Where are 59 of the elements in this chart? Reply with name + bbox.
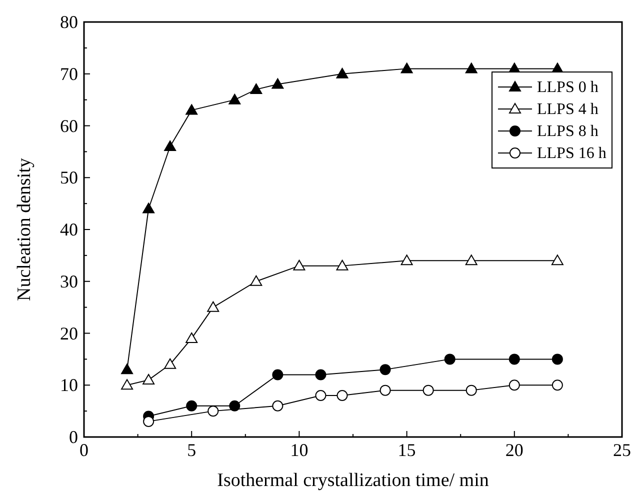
point	[121, 364, 134, 374]
point	[336, 260, 348, 270]
y-tick-label: 70	[60, 64, 78, 84]
y-tick-label: 10	[60, 375, 78, 396]
point	[272, 369, 284, 380]
point	[186, 332, 198, 343]
point	[250, 275, 262, 286]
legend-label: LLPS 4 h	[537, 101, 598, 118]
point	[508, 354, 520, 365]
y-tick-label: 80	[60, 12, 78, 32]
point	[143, 416, 154, 427]
y-tick-label: 50	[60, 168, 78, 188]
y-tick-label: 40	[60, 220, 78, 240]
y-tick-label: 20	[60, 323, 78, 344]
point	[465, 62, 478, 74]
point	[208, 406, 219, 417]
x-tick-label: 10	[290, 440, 308, 460]
x-tick-label: 5	[187, 440, 196, 460]
y-tick-label: 60	[60, 116, 78, 136]
x-tick-label: 15	[398, 440, 416, 460]
point	[229, 400, 240, 412]
y-axis-title: Nucleation density	[14, 158, 35, 301]
point	[552, 380, 563, 391]
point	[250, 83, 262, 94]
point	[444, 354, 456, 365]
point	[552, 354, 563, 365]
point	[380, 364, 391, 376]
point	[142, 374, 155, 384]
point	[186, 104, 198, 115]
x-axis-title: Isothermal crystallization time/ min	[217, 470, 490, 491]
point	[228, 94, 241, 104]
point	[315, 369, 326, 380]
point	[400, 254, 413, 266]
point	[465, 254, 478, 266]
point	[142, 202, 155, 214]
point	[336, 68, 348, 78]
point	[207, 301, 220, 312]
legend-label: LLPS 8 h	[537, 123, 598, 140]
point	[400, 62, 413, 74]
point	[508, 380, 520, 391]
point	[121, 379, 134, 390]
legend-label: LLPS 16 h	[537, 145, 606, 162]
y-tick-label: 0	[69, 427, 78, 447]
point	[164, 140, 176, 151]
point	[315, 390, 326, 401]
point	[164, 358, 176, 369]
point	[380, 384, 391, 396]
point	[466, 384, 477, 396]
point	[336, 390, 348, 401]
point	[272, 400, 284, 412]
point	[272, 78, 284, 89]
y-tick-label: 30	[60, 271, 78, 292]
point	[293, 260, 306, 270]
x-tick-label: 25	[613, 440, 631, 460]
x-tick-label: 20	[505, 440, 524, 460]
point	[422, 384, 434, 396]
legend-label: LLPS 0 h	[537, 79, 598, 96]
point	[186, 400, 198, 412]
point	[551, 254, 564, 266]
